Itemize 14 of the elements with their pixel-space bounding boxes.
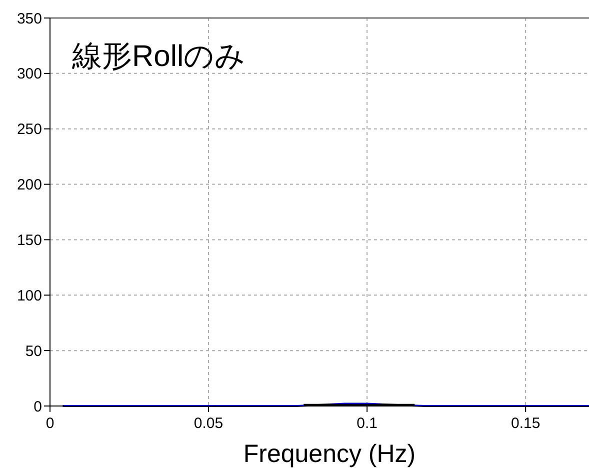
- y-tick-label: 350: [16, 10, 42, 28]
- y-tick-label: 300: [16, 66, 42, 83]
- y-tick-label: 100: [16, 287, 42, 304]
- text: 線形Rollのみ: [71, 40, 246, 73]
- x-tick-label: 0: [46, 415, 54, 432]
- x-tick-label: 0.1: [356, 415, 378, 432]
- y-tick-label: 200: [16, 176, 42, 194]
- y-tick-label: 250: [16, 121, 42, 138]
- x-tick-label: 0.05: [194, 415, 224, 432]
- x-axis-title: Frequency (Hz): [243, 440, 416, 468]
- y-tick-label: 150: [16, 232, 42, 249]
- x-tick-label: 0.15: [510, 415, 540, 432]
- y-tick-label: 0: [34, 398, 42, 416]
- y-tick-label: 50: [25, 342, 42, 360]
